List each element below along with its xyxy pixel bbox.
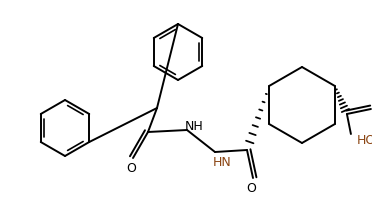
Text: O: O	[126, 162, 136, 175]
Text: NH: NH	[185, 120, 203, 132]
Text: HN: HN	[213, 155, 231, 168]
Text: HO: HO	[356, 134, 372, 148]
Text: O: O	[246, 182, 256, 196]
